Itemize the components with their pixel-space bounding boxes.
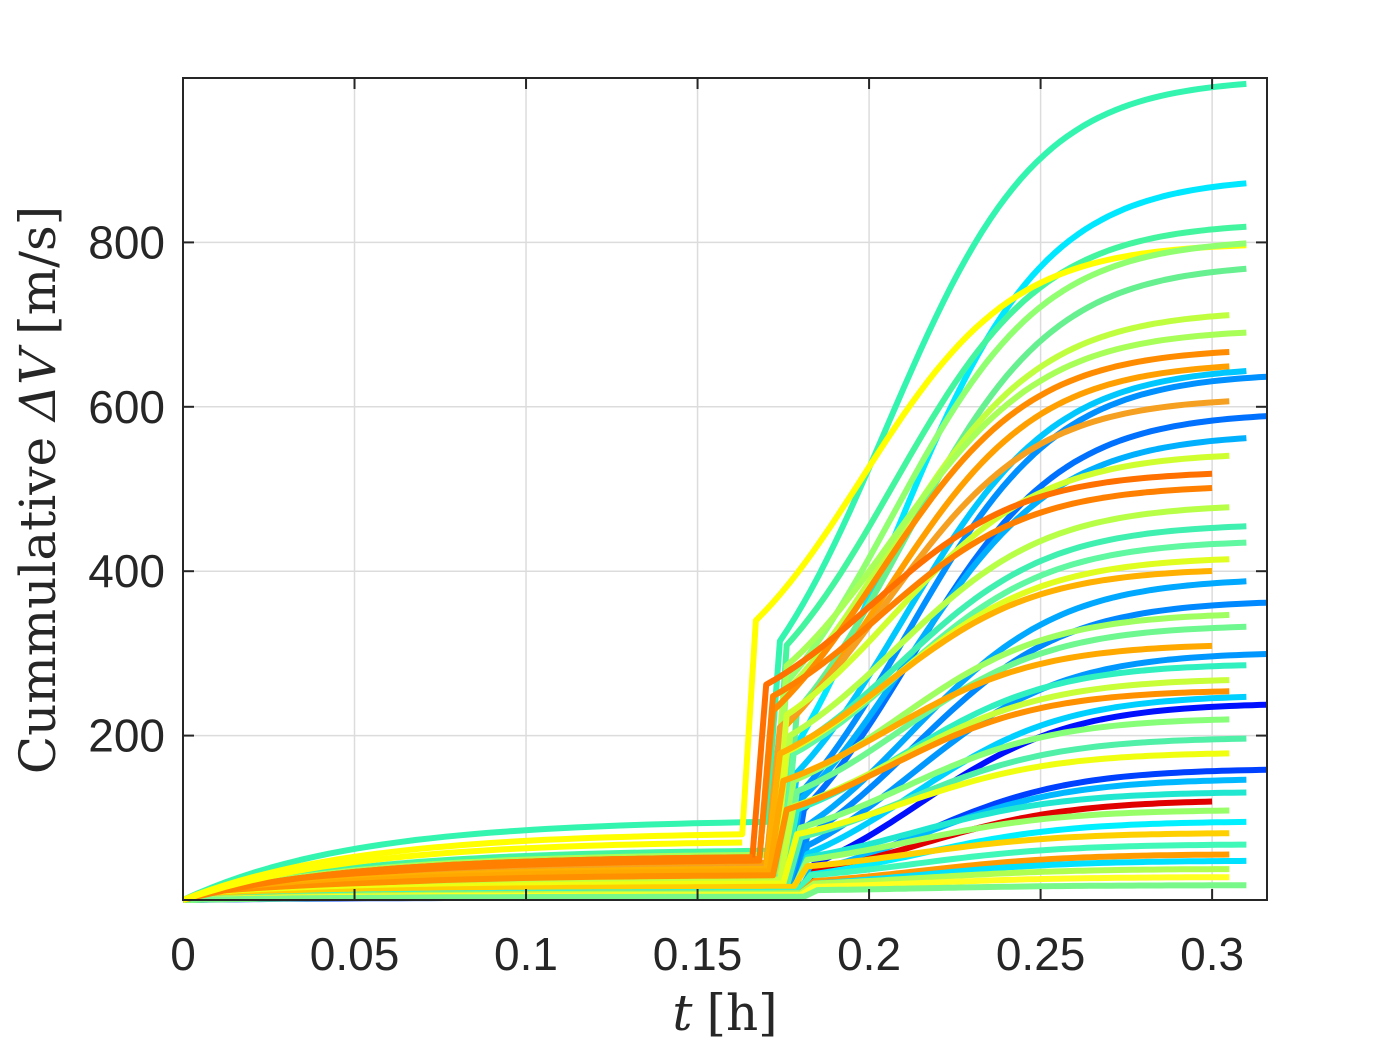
x-axis-label: t [h] xyxy=(672,984,777,1042)
y-tick-label: 200 xyxy=(88,710,165,762)
x-tick-label: 0.2 xyxy=(837,928,901,980)
x-tick-label: 0.05 xyxy=(310,928,400,980)
series-line xyxy=(182,882,1247,903)
y-tick-label: 800 xyxy=(88,216,165,268)
y-tick-label: 600 xyxy=(88,381,165,433)
series-line xyxy=(182,223,1247,903)
axis-ticks xyxy=(182,78,1267,900)
y-axis-label-prefix: Cummulative xyxy=(9,421,67,774)
series-line xyxy=(182,839,743,903)
x-tick-label: 0.15 xyxy=(653,928,743,980)
y-tick-labels: 200 400 600 800 xyxy=(88,216,165,761)
x-tick-label: 0.1 xyxy=(494,928,558,980)
x-axis-label-unit: [h] xyxy=(706,984,777,1042)
series-line xyxy=(182,830,1230,903)
x-tick-labels: 0 0.05 0.1 0.15 0.2 0.25 0.3 xyxy=(170,928,1244,980)
series-group xyxy=(181,80,1268,903)
series-line xyxy=(181,242,1247,903)
x-tick-label: 0 xyxy=(170,928,196,980)
series-line xyxy=(181,80,1247,903)
y-axis-label-unit: [m/s] xyxy=(9,206,67,335)
series-line xyxy=(182,642,1213,903)
x-tick-label: 0.25 xyxy=(996,928,1086,980)
y-axis-label: Cummulative ΔV [m/s] xyxy=(9,206,67,774)
y-tick-label: 400 xyxy=(88,545,165,597)
plot-frame xyxy=(182,77,1268,901)
series-line xyxy=(182,854,753,903)
y-axis-label-var: ΔV xyxy=(9,344,67,423)
x-axis-label-var: t xyxy=(672,984,693,1042)
x-tick-label: 0.3 xyxy=(1180,928,1244,980)
series-line xyxy=(182,688,1230,903)
